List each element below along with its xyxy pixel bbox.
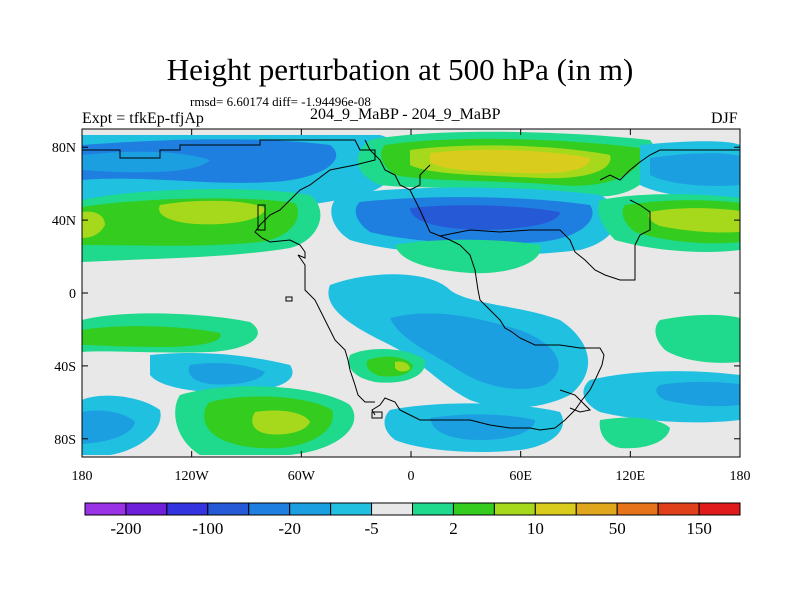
experiment-label: Expt = tfkEp-tfjAp [82, 110, 204, 127]
colorbar-swatch [616, 502, 659, 516]
colorbar-swatch [330, 502, 373, 516]
coastline-eurasia [371, 189, 605, 431]
coastline-island [285, 296, 293, 302]
contour-positive-subtropics [395, 239, 541, 274]
colorbar-swatch [412, 502, 454, 516]
colorbar-swatch [534, 502, 577, 516]
contour-field [82, 129, 740, 457]
contour-peak-north-east [430, 149, 591, 174]
coastlines [82, 139, 740, 431]
colorbar-label: -5 [364, 519, 378, 538]
contour-positive-south-east [655, 314, 740, 363]
contour-positive-south-atlantic-inner [366, 356, 413, 377]
colorbar-label: 10 [527, 519, 544, 538]
lat-tick-label: 40S [54, 360, 76, 375]
colorbar-swatch [371, 502, 413, 516]
contour-max-south-polar [252, 410, 310, 435]
contour-negative-south-tropics-inner [390, 313, 559, 389]
colorbar-swatch [698, 502, 741, 516]
lon-tick-label: 120E [616, 469, 646, 484]
colorbar-swatch [125, 502, 168, 516]
lon-tick-label: 60E [509, 469, 532, 484]
coastline-island-caribbean [257, 204, 266, 231]
contour-max-south-atlantic [395, 361, 410, 372]
coastline-antarctic-peninsula [371, 411, 383, 419]
lat-tick-label: 80S [54, 433, 76, 448]
contour-max-midlat-west-edge [82, 211, 105, 238]
coastline-asia-north [599, 149, 740, 181]
colorbar-swatch [657, 502, 700, 516]
contour-max-midlat-west [159, 200, 265, 225]
colorbar-label: -20 [278, 519, 301, 538]
colorbar-swatch [575, 502, 618, 516]
coastline-north-america [82, 139, 376, 259]
colorbar-label: 150 [686, 519, 712, 538]
colorbar-swatch [452, 502, 495, 516]
colorbar-swatch [166, 502, 209, 516]
stats-line: rmsd= 6.60174 diff= -1.94496e-08 [190, 94, 371, 109]
contour-negative-south-west-inner [188, 362, 265, 385]
lon-tick-label: 60W [288, 469, 316, 484]
contour-negative-south-east-inner [656, 381, 740, 407]
colorbar-label: 50 [609, 519, 626, 538]
lon-tick-label: 180 [730, 469, 751, 484]
lat-tick-label: 40N [52, 214, 76, 229]
coastline-greenland [364, 139, 431, 191]
map-title: Height perturbation at 500 hPa (in m) [166, 52, 634, 87]
lat-tick-label: 0 [69, 287, 76, 302]
contour-negative-south-polar-inner [82, 410, 135, 444]
contour-max-midlat-east [648, 208, 740, 233]
season-label: DJF [711, 110, 738, 127]
lon-tick-label: 120W [175, 469, 210, 484]
colorbar: -200 -100 -20 -5 2 10 50 150 [84, 502, 741, 538]
colorbar-swatch [84, 502, 127, 516]
colorbar-label: -100 [192, 519, 223, 538]
contour-positive-south-west-inner [82, 326, 221, 347]
latitude-axis: 80N 40N 0 40S 80S [52, 141, 740, 448]
contour-positive-antarctic-east [599, 417, 670, 449]
coastline-australia [559, 389, 592, 413]
case-label: 204_9_MaBP - 204_9_MaBP [310, 106, 501, 123]
colorbar-swatch [248, 502, 291, 516]
lon-tick-label: 180 [72, 469, 93, 484]
colorbar-swatch [289, 502, 332, 516]
contour-negative-antarctic-inner [430, 414, 535, 440]
coastline-asia-east [540, 199, 651, 281]
coastline-africa-north [439, 229, 560, 237]
coastline-south-america [297, 254, 375, 403]
contour-min-midlat-east [410, 205, 560, 230]
longitude-axis: 180 120W 60W 0 60E 120E 180 [72, 129, 751, 484]
colorbar-swatch [207, 502, 250, 516]
contour-negative-far-east-inner [650, 153, 740, 186]
colorbar-label: 2 [449, 519, 458, 538]
lat-tick-label: 80N [52, 141, 76, 156]
lon-tick-label: 0 [408, 469, 415, 484]
colorbar-swatch [493, 502, 536, 516]
contour-negative-arctic-west [82, 151, 210, 173]
colorbar-label: -200 [110, 519, 141, 538]
